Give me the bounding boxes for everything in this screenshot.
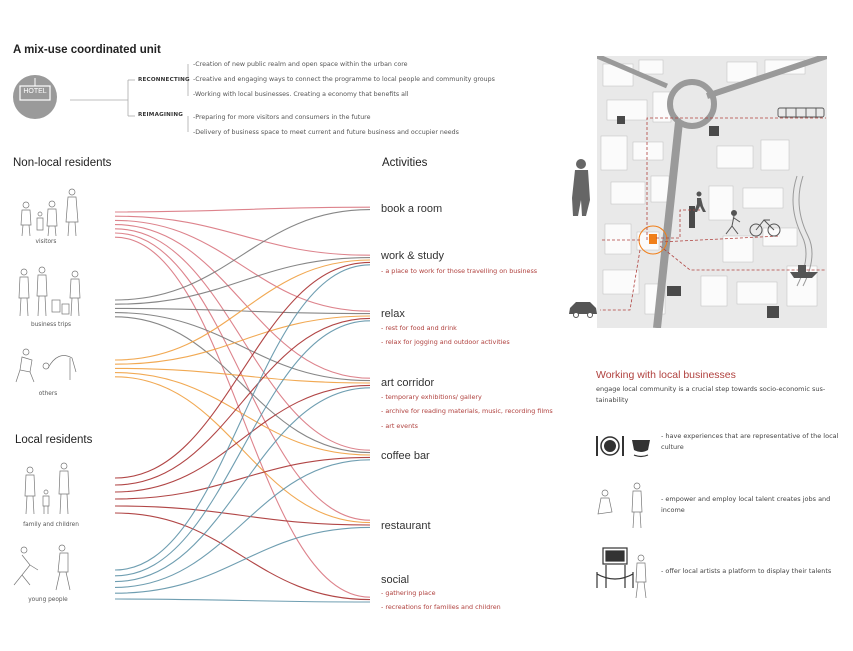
activity-sub: - temporary exhibitions/ gallery bbox=[381, 393, 482, 401]
activity-sub: - rest for food and drink bbox=[381, 324, 457, 332]
activity-art-corridor: art corridor bbox=[381, 377, 435, 389]
flow-line-others bbox=[114, 376, 371, 524]
business-item-talent: - empower and employ local talent create… bbox=[661, 495, 831, 514]
flow-line-visitors bbox=[114, 219, 371, 312]
hotel-location-marker bbox=[649, 234, 657, 244]
activity-sub: - recreations for families and children bbox=[381, 603, 501, 611]
family-figure-icon bbox=[24, 462, 70, 515]
group-label-others: others bbox=[38, 391, 58, 397]
flow-line-young bbox=[114, 459, 371, 588]
point-1: -Creation of new public realm and open s… bbox=[193, 61, 408, 68]
flow-line-business bbox=[114, 307, 371, 315]
business-figure-icon bbox=[18, 266, 81, 317]
visitors-figure-icon bbox=[20, 188, 79, 237]
group-label-business: business trips bbox=[30, 322, 72, 328]
flow-line-family bbox=[114, 317, 371, 486]
site-map bbox=[597, 56, 827, 328]
flow-line-visitors bbox=[114, 206, 371, 213]
group-label-young: young people bbox=[28, 597, 68, 603]
local-talent-icon bbox=[597, 482, 643, 529]
pedestrian-icon bbox=[572, 159, 590, 216]
flow-line-visitors bbox=[114, 228, 371, 451]
activity-restaurant: restaurant bbox=[381, 520, 431, 532]
activity-coffee-bar: coffee bar bbox=[381, 450, 430, 462]
flow-line-family bbox=[114, 505, 371, 526]
activity-social: social bbox=[381, 574, 410, 586]
flow-line-family bbox=[114, 261, 371, 479]
nonlocal-title: Non-local residents bbox=[13, 157, 112, 169]
flow-line-family bbox=[114, 384, 371, 493]
flow-line-young bbox=[114, 320, 371, 577]
flow-line-business bbox=[114, 257, 371, 305]
activity-work-study: work & study bbox=[381, 250, 444, 262]
business-item-culture: - have experiences that are representati… bbox=[661, 432, 839, 451]
flow-line-young bbox=[114, 387, 371, 583]
local-title: Local residents bbox=[15, 434, 93, 446]
activities-title: Activities bbox=[382, 157, 428, 169]
strategy-reimagining: REIMAGINING bbox=[138, 112, 184, 118]
activity-book-a-room: book a room bbox=[381, 203, 443, 215]
flow-line-others bbox=[114, 259, 371, 361]
point-3: -Working with local businesses. Creating… bbox=[193, 91, 409, 98]
strategy-reconnecting: RECONNECTING bbox=[138, 77, 190, 83]
flow-line-others bbox=[114, 315, 371, 365]
flow-line-visitors bbox=[114, 215, 371, 256]
flow-line-business bbox=[114, 209, 371, 301]
point-5: -Delivery of business space to meet curr… bbox=[193, 129, 459, 136]
flow-line-young bbox=[114, 526, 371, 594]
flow-line-young bbox=[114, 264, 371, 571]
point-4: -Preparing for more visitors and consume… bbox=[193, 114, 371, 121]
point-2: -Creative and engaging ways to connect t… bbox=[193, 76, 495, 83]
business-title: Working with local businesses bbox=[596, 369, 736, 381]
flow-line-visitors bbox=[114, 232, 371, 521]
business-item-artists: - offer local artists a platform to disp… bbox=[661, 567, 832, 575]
car-icon bbox=[569, 302, 597, 318]
page-title: A mix-use coordinated unit bbox=[13, 44, 161, 56]
artist-figure-icon bbox=[635, 554, 647, 599]
flow-line-family bbox=[114, 456, 371, 500]
activity-sub: - archive for reading materials, music, … bbox=[381, 407, 553, 415]
activity-sub: - relax for jogging and outdoor activiti… bbox=[381, 338, 510, 346]
flow-line-young bbox=[114, 598, 371, 603]
business-intro: engage local community is a crucial step… bbox=[596, 385, 826, 404]
activity-sub: - a place to work for those travelling o… bbox=[381, 267, 538, 275]
hotel-label: HOTEL bbox=[23, 88, 47, 95]
food-icon bbox=[596, 436, 650, 458]
hotel-icon: HOTEL bbox=[12, 74, 58, 120]
activity-sub: - art events bbox=[381, 422, 418, 430]
flow-line-visitors bbox=[114, 236, 371, 598]
gallery-icon bbox=[596, 547, 634, 588]
others-figure-icon bbox=[15, 348, 77, 383]
flow-line-business bbox=[114, 312, 371, 382]
flow-line-visitors bbox=[114, 224, 371, 379]
group-label-visitors: visitors bbox=[35, 239, 57, 245]
activity-sub: - gathering place bbox=[381, 589, 436, 597]
flow-line-family bbox=[114, 512, 371, 601]
activity-relax: relax bbox=[381, 308, 405, 320]
flow-line-others bbox=[114, 372, 371, 456]
young-figure-icon bbox=[13, 544, 71, 591]
flow-line-business bbox=[114, 316, 371, 454]
group-label-family: family and children bbox=[23, 522, 79, 528]
flow-line-others bbox=[114, 367, 371, 384]
